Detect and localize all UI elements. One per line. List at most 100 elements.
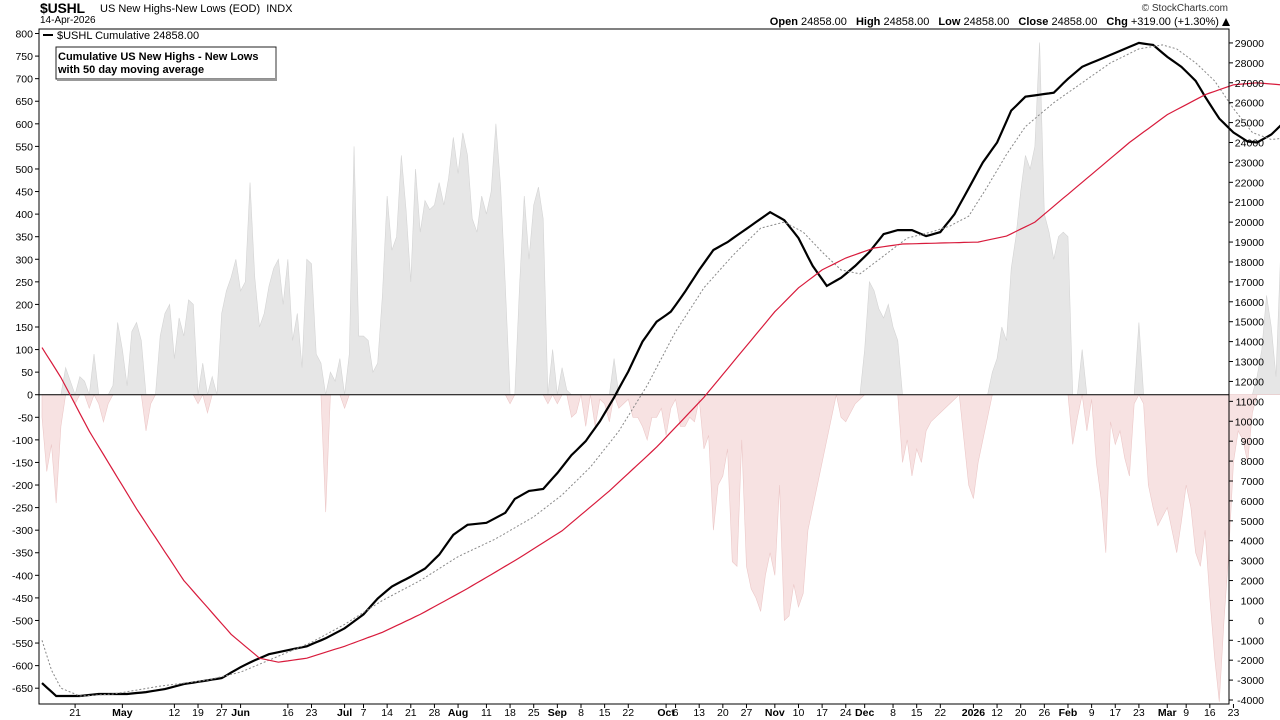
- histogram-area: [41, 42, 1280, 702]
- x-tick-label: 23: [306, 707, 318, 719]
- x-tick-label: Sep: [548, 707, 567, 719]
- x-tick-label: 26: [1038, 707, 1050, 719]
- right-tick-label: 3000: [1241, 556, 1265, 568]
- x-tick-label: 8: [890, 707, 896, 719]
- brand-watermark[interactable]: © StockCharts.com: [1141, 3, 1228, 14]
- left-tick-label: -350: [12, 548, 33, 560]
- annotation-frame: [55, 46, 277, 80]
- x-tick-label: 17: [1109, 707, 1121, 719]
- right-tick-label: 26000: [1235, 98, 1264, 110]
- left-tick-label: -450: [12, 593, 33, 605]
- right-tick-label: 12000: [1235, 376, 1264, 388]
- right-tick-label: 10000: [1235, 416, 1264, 428]
- symbol-description: US New Highs-New Lows (EOD) INDX: [100, 3, 293, 15]
- right-tick-label: 6000: [1241, 496, 1265, 508]
- right-tick-label: -4000: [1237, 695, 1264, 707]
- right-tick-label: 1000: [1241, 595, 1265, 607]
- x-tick-label: 12: [169, 707, 181, 719]
- x-tick-label: 28: [429, 707, 441, 719]
- x-tick-label: Mar: [1158, 707, 1177, 719]
- right-tick-label: -1000: [1237, 635, 1264, 647]
- x-tick-label: 14: [381, 707, 393, 719]
- left-tick-label: 300: [15, 254, 33, 266]
- left-tick-label: -300: [12, 525, 33, 537]
- right-tick-label: -2000: [1237, 655, 1264, 667]
- left-tick-label: -600: [12, 661, 33, 673]
- positive-area: [42, 42, 1280, 396]
- x-tick-label: Aug: [448, 707, 468, 719]
- x-tick-label: 21: [405, 707, 417, 719]
- left-axis: 8007507006506005505004504003503002502001…: [12, 29, 39, 695]
- right-tick-label: 27000: [1235, 78, 1264, 90]
- legend: $USHL Cumulative 24858.00: [43, 30, 199, 42]
- x-tick-label: 9: [1183, 707, 1189, 719]
- fast-ma-line: [41, 44, 1280, 697]
- x-tick-label: 7: [361, 707, 367, 719]
- triangle-up-icon: [1222, 18, 1230, 27]
- right-tick-label: 9000: [1241, 436, 1265, 448]
- left-tick-label: 500: [15, 164, 33, 176]
- open-value: 24858.00: [800, 16, 847, 28]
- right-tick-label: 5000: [1241, 516, 1265, 528]
- chg-label: Chg: [1106, 16, 1128, 28]
- right-tick-label: 24000: [1235, 137, 1264, 149]
- series-lines: [41, 41, 1280, 698]
- left-tick-label: -650: [12, 683, 33, 695]
- close-label: Close: [1018, 16, 1049, 28]
- left-tick-label: 100: [15, 345, 33, 357]
- x-tick-label: Dec: [855, 707, 874, 719]
- right-tick-label: -3000: [1237, 675, 1264, 687]
- left-tick-label: 400: [15, 209, 33, 221]
- right-tick-label: 2000: [1241, 576, 1265, 588]
- right-tick-label: 17000: [1235, 277, 1264, 289]
- left-tick-label: -50: [18, 412, 33, 424]
- x-tick-label: 25: [528, 707, 540, 719]
- x-tick-label: 2026: [962, 707, 986, 719]
- right-tick-label: 18000: [1235, 257, 1264, 269]
- right-tick-label: 0: [1258, 615, 1264, 627]
- high-value: 24858.00: [883, 16, 930, 28]
- x-tick-label: 23: [1133, 707, 1145, 719]
- legend-entry: $USHL Cumulative 24858.00: [57, 30, 199, 42]
- right-tick-label: 11000: [1236, 396, 1265, 408]
- left-tick-label: 250: [15, 277, 33, 289]
- right-tick-label: 29000: [1235, 38, 1264, 50]
- x-tick-label: 27: [741, 707, 753, 719]
- open-label: Open: [769, 16, 798, 28]
- exchange-text: INDX: [266, 3, 293, 15]
- right-tick-label: 22000: [1235, 177, 1264, 189]
- plot-frame: [38, 28, 1230, 705]
- right-tick-label: 19000: [1235, 237, 1264, 249]
- right-tick-label: 20000: [1235, 217, 1264, 229]
- annotation-line-1: Cumulative US New Highs - New Lows: [58, 51, 258, 63]
- left-tick-label: 0: [27, 390, 33, 402]
- left-tick-label: 650: [15, 96, 33, 108]
- right-tick-label: 7000: [1241, 476, 1265, 488]
- x-tick-label: 15: [911, 707, 923, 719]
- cumulative-line: [41, 41, 1280, 698]
- right-axis: 29000 28000 27000 26000 25000 24000 23000 22000…: [1229, 38, 1264, 707]
- x-tick-label: 16: [1204, 707, 1216, 719]
- x-tick-label: 22: [934, 707, 946, 719]
- x-tick-label: Nov: [765, 707, 785, 719]
- x-tick-label: 11: [481, 707, 492, 719]
- x-tick-label: May: [112, 707, 133, 719]
- left-tick-label: -500: [12, 615, 33, 627]
- left-tick-label: -550: [12, 638, 33, 650]
- x-tick-label: 6: [673, 707, 679, 719]
- x-tick-label: 27: [216, 707, 228, 719]
- x-tick-label: 24: [840, 707, 852, 719]
- x-tick-label: 23: [1228, 707, 1240, 719]
- left-tick-label: 50: [21, 367, 33, 379]
- right-tick-label: 28000: [1235, 58, 1264, 70]
- x-tick-label: Jul: [337, 707, 352, 719]
- symbol-title: $USHL: [40, 0, 85, 16]
- low-label: Low: [938, 16, 961, 28]
- x-tick-label: Oct: [657, 707, 675, 719]
- right-tick-label: 16000: [1235, 297, 1264, 309]
- negative-area: [41, 393, 1280, 702]
- left-tick-label: 350: [15, 232, 33, 244]
- right-tick-label: 14000: [1235, 337, 1264, 349]
- x-tick-label: 10: [793, 707, 805, 719]
